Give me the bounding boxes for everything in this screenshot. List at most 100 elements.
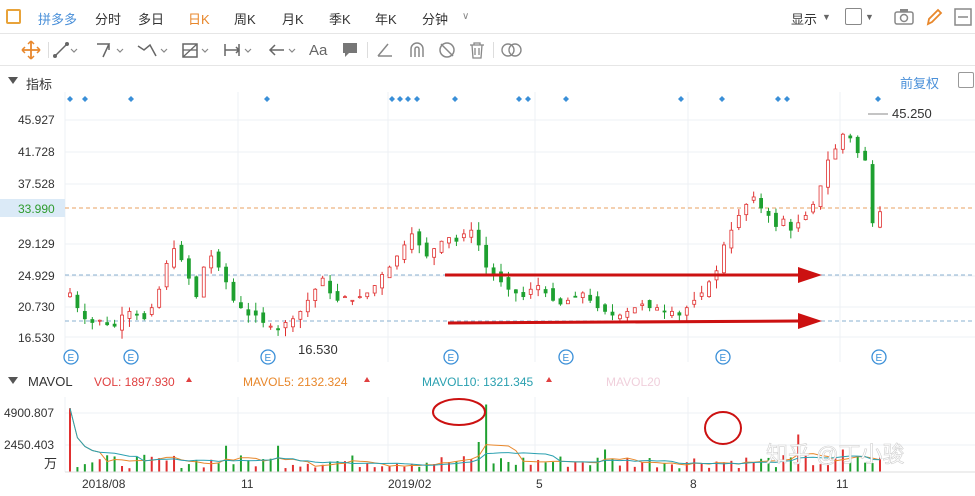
collapse-triangle-icon[interactable] [8, 77, 18, 84]
text-tool-icon[interactable]: Aa [309, 41, 328, 59]
sidebar-toggle-icon[interactable] [6, 9, 21, 24]
event-marker-label: E [265, 353, 272, 364]
indicator-title[interactable]: 指标 [26, 77, 53, 92]
legend-mavol20: MAVOL20 [606, 375, 661, 389]
tab-weekly-k[interactable]: 周K [234, 12, 256, 27]
event-marker-icon [260, 349, 276, 365]
x-tick-label: 11 [241, 477, 254, 491]
candle-body [499, 271, 503, 283]
candle-body [283, 322, 288, 329]
candle-body [261, 312, 266, 323]
hide-drawings-icon[interactable] [436, 40, 458, 60]
channel-tool-icon[interactable] [94, 40, 128, 60]
toolbar-divider [367, 42, 368, 58]
candle-body [536, 285, 541, 291]
expand-panel-icon[interactable] [958, 72, 974, 88]
candle-body [699, 292, 704, 297]
dividend-diamond [875, 96, 881, 102]
event-marker-icon [558, 349, 574, 365]
dividend-markers [67, 96, 881, 102]
candle-body [298, 310, 303, 320]
candle-body [402, 244, 407, 260]
event-marker-icon [123, 349, 139, 365]
display-chevron-icon[interactable]: ▼ [822, 12, 831, 22]
stock-name[interactable]: 拼多多 [38, 12, 78, 27]
candle-body [82, 311, 87, 320]
candle-body [788, 221, 793, 231]
candle-body [134, 313, 139, 316]
tab-daily-k[interactable]: 日K [188, 12, 210, 27]
arrow-tool-icon[interactable] [266, 40, 302, 60]
candle-body [224, 266, 228, 283]
stock-chart[interactable]: 45.927 41.728 37.528 33.990 29.129 24.92… [0, 92, 975, 496]
tab-intraday[interactable]: 分时 [95, 12, 122, 27]
candle-body [855, 136, 860, 154]
fibonacci-tool-icon[interactable] [180, 40, 216, 60]
candle-body [878, 211, 882, 228]
volume-spike-circle [704, 411, 742, 445]
candle-body [722, 244, 726, 274]
event-marker-label: E [128, 353, 135, 364]
camera-icon[interactable] [894, 8, 914, 26]
candle-body [796, 222, 801, 229]
volume-y-tick: 2450.403 [4, 438, 54, 452]
tab-quarterly-k[interactable]: 季K [329, 12, 351, 27]
adjust-mode-link[interactable]: 前复权 [900, 76, 940, 91]
candle-body [736, 215, 741, 229]
drawing-toolbar: Aa [0, 34, 975, 66]
top-bar: 拼多多 分时 多日 日K 周K 月K 季K 年K 分钟 ∨ 显示 ▼ ▼ [0, 0, 975, 34]
comment-tool-icon[interactable] [340, 40, 360, 60]
y-tick-label: 37.528 [18, 177, 55, 191]
candle-body [840, 133, 845, 150]
candle-body [848, 135, 853, 139]
trash-icon[interactable] [466, 40, 488, 60]
minute-dropdown-chevron-icon[interactable]: ∨ [462, 11, 470, 22]
candle-body [833, 148, 838, 160]
checkbox-icon[interactable] [845, 8, 862, 25]
measure-tool-icon[interactable] [222, 40, 258, 60]
candle-body [409, 233, 414, 250]
tab-minute[interactable]: 分钟 [422, 12, 449, 27]
candle-body [320, 277, 325, 287]
wave-tool-icon[interactable] [136, 40, 172, 60]
eraser-line-icon[interactable] [374, 40, 396, 60]
candle-body [149, 307, 154, 315]
pencil-icon[interactable] [925, 7, 943, 27]
candle-body [573, 295, 578, 298]
candle-body [424, 242, 429, 257]
candle-body [513, 289, 518, 294]
candle-body [231, 281, 236, 301]
collapse-icon[interactable] [954, 8, 972, 26]
tab-monthly-k[interactable]: 月K [282, 12, 304, 27]
candle-body [120, 314, 124, 331]
dividend-diamond [516, 96, 522, 102]
display-menu[interactable]: 显示 [791, 12, 818, 27]
y-tick-label: 29.129 [18, 237, 55, 251]
overlay-compare-icon[interactable] [500, 40, 524, 60]
candle-body [588, 294, 593, 301]
volume-spike-circle [432, 398, 486, 426]
magnet-icon[interactable] [406, 40, 428, 60]
candle-body [357, 296, 362, 299]
crosshair-move-icon[interactable] [20, 40, 42, 60]
mavol10-line [69, 408, 881, 466]
candlestick-series [68, 132, 882, 339]
checkbox-chevron-icon[interactable]: ▼ [865, 12, 874, 22]
candle-body [291, 318, 295, 328]
candle-body [618, 314, 622, 320]
dividend-diamond [452, 96, 458, 102]
tab-multiday[interactable]: 多日 [138, 12, 165, 27]
toolbar-divider [493, 42, 494, 58]
low-annotation: 16.530 [298, 342, 338, 357]
candle-body [662, 310, 667, 313]
candle-body [90, 319, 95, 323]
candle-body [744, 203, 749, 216]
candle-body [186, 258, 191, 279]
tab-yearly-k[interactable]: 年K [375, 12, 397, 27]
y-tick-label: 45.927 [18, 113, 55, 127]
volume-collapse-icon[interactable] [8, 377, 18, 384]
y-tick-label: 41.728 [18, 145, 55, 159]
line-tool-icon[interactable] [52, 40, 80, 60]
event-marker-icon [715, 349, 731, 365]
